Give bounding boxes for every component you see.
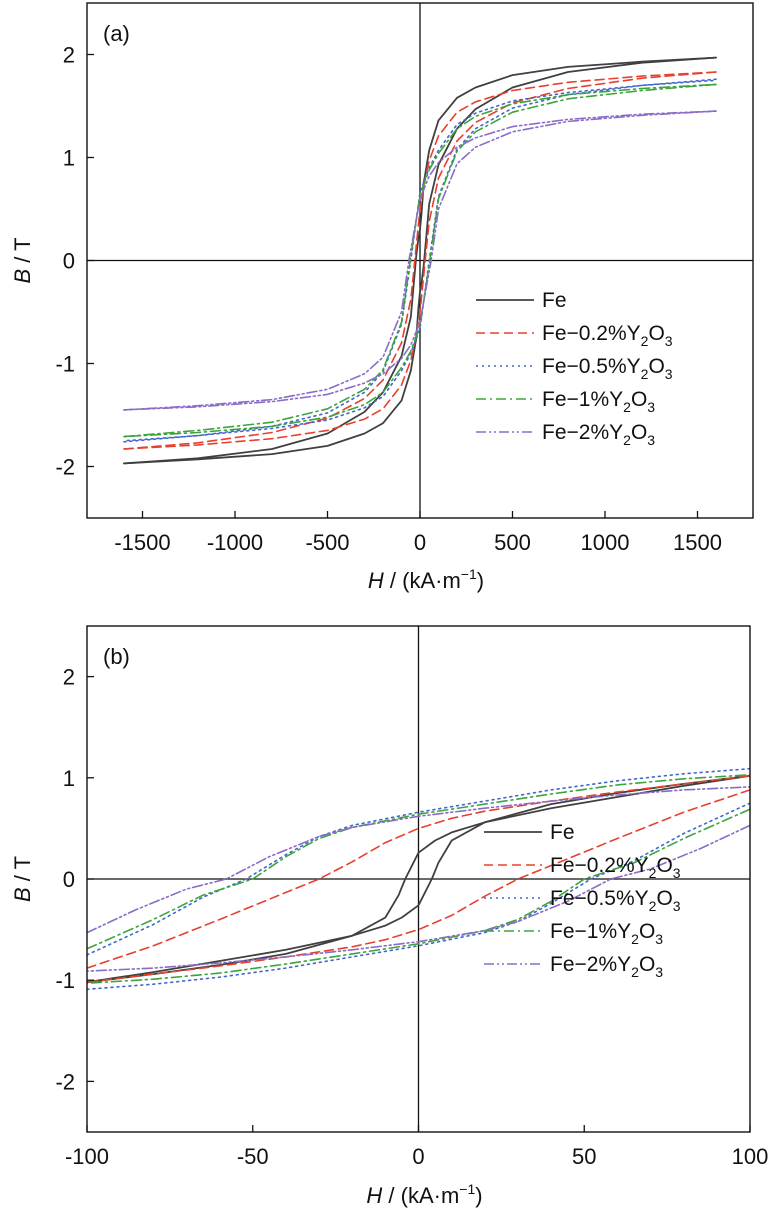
chart-panel-a: -1500 -1000 -500 0 500 1000 1500 -2 -1 0 1 2 (a) H / …: [10, 2, 754, 593]
series-line-Fe-1%Y2O3-lower: [87, 808, 750, 984]
legend: Fe Fe−0.2%Y2O3 Fe−0.5%Y2O3 Fe−1%Y2O3 Fe−2%Y2…: [484, 821, 681, 980]
legend-label-Fe: Fe: [542, 289, 567, 312]
y-tick-label: 1: [63, 766, 75, 791]
panel-label: (b): [103, 644, 130, 669]
y-tick-label: 2: [63, 665, 75, 690]
x-tick-label: 100: [732, 1144, 769, 1169]
series-line-Fe-1%Y2O3-upper: [123, 83, 717, 438]
legend: Fe Fe−0.2%Y2O3 Fe−0.5%Y2O3 Fe−1%Y2O3 Fe−2%Y2…: [476, 289, 673, 448]
series-line-Fe-1%Y2O3-upper: [87, 774, 750, 950]
series-line-Fe-1%Y2O3-lower: [123, 83, 717, 438]
x-tick-label: -50: [237, 1144, 269, 1169]
y-tick-label: 1: [63, 146, 75, 171]
series-line-Fe-0.5%Y2O3-upper: [87, 767, 750, 956]
y-tick-label: -1: [55, 968, 75, 993]
y-tick-label: 0: [63, 867, 75, 892]
legend-label-Fe-0.5%Y2O3: Fe−0.5%Y2O3: [550, 887, 681, 914]
legend-label-Fe-0.2%Y2O3: Fe−0.2%Y2O3: [542, 322, 673, 349]
series-line-Fe-0.2%Y2O3-lower: [123, 71, 717, 450]
x-tick-label: -500: [305, 530, 349, 555]
x-tick-label: 1000: [581, 530, 630, 555]
series-group: [87, 767, 750, 991]
legend-label-Fe-0.2%Y2O3: Fe−0.2%Y2O3: [550, 854, 681, 881]
series-group: [123, 56, 717, 465]
chart-panel-b: -100 -50 0 50 100 -2 -1 0 1 2 (b) H / (kA·m−1) B / T…: [10, 625, 769, 1208]
y-tick-label: -2: [55, 455, 75, 480]
y-tick-label: -2: [55, 1069, 75, 1094]
y-tick-label: -1: [55, 352, 75, 377]
legend-label-Fe-1%Y2O3: Fe−1%Y2O3: [542, 388, 655, 415]
x-axis-title: H / (kA·m−1): [366, 1181, 482, 1208]
x-tick-label: -1000: [207, 530, 263, 555]
x-tick-label: 500: [494, 530, 531, 555]
legend-label-Fe-1%Y2O3: Fe−1%Y2O3: [550, 920, 663, 947]
legend-label-Fe-2%Y2O3: Fe−2%Y2O3: [550, 953, 663, 980]
x-tick-label: 0: [412, 1144, 424, 1169]
series-line-Fe-0.2%Y2O3-upper: [123, 71, 717, 450]
series-line-Fe-0.5%Y2O3-upper: [123, 79, 717, 443]
series-line-Fe-2%Y2O3-upper: [87, 786, 750, 934]
series-line-Fe-0.2%Y2O3-upper: [87, 775, 750, 969]
x-tick-label: -1500: [114, 530, 170, 555]
legend-label-Fe: Fe: [550, 821, 575, 844]
y-tick-label: 2: [63, 43, 75, 68]
series-line-Fe-2%Y2O3-lower: [123, 110, 717, 411]
x-tick-label: -100: [65, 1144, 109, 1169]
y-axis-title: B / T: [10, 856, 35, 902]
legend-label-Fe-0.5%Y2O3: Fe−0.5%Y2O3: [542, 355, 673, 382]
legend-label-Fe-2%Y2O3: Fe−2%Y2O3: [542, 421, 655, 448]
series-line-Fe-0.5%Y2O3-lower: [87, 802, 750, 991]
y-axis-title: B / T: [10, 237, 35, 283]
panel-label: (a): [103, 21, 130, 46]
x-axis-title: H / (kA·m−1): [368, 566, 484, 593]
x-tick-label: 50: [572, 1144, 596, 1169]
series-line-Fe-0.5%Y2O3-lower: [123, 78, 717, 442]
x-tick-label: 0: [414, 530, 426, 555]
series-line-Fe-0.2%Y2O3-lower: [87, 789, 750, 983]
y-tick-label: 0: [63, 249, 75, 274]
x-tick-label: 1500: [673, 530, 722, 555]
series-line-Fe-2%Y2O3-upper: [123, 110, 717, 411]
